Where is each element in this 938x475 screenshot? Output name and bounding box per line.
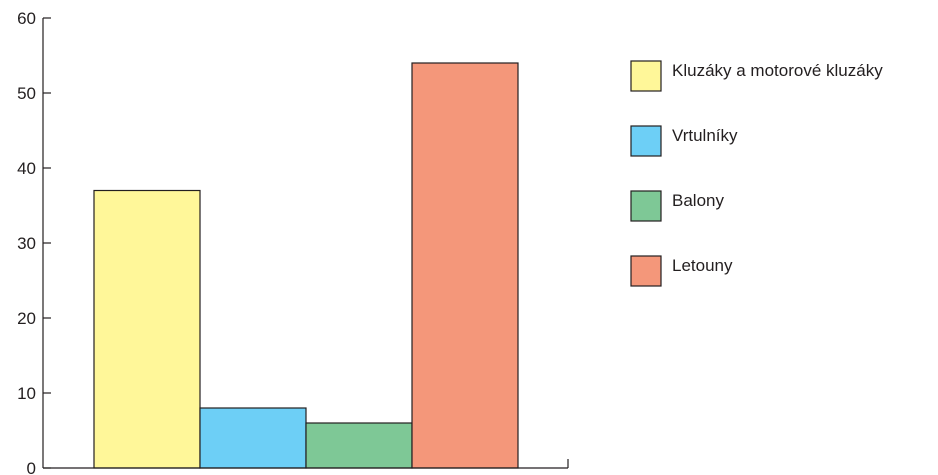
- legend-swatch-1: [630, 60, 662, 92]
- legend-label-1: Kluzáky a motorové kluzáky: [672, 61, 883, 80]
- legend-swatch-2: [630, 125, 662, 157]
- y-tick-label: 20: [17, 309, 36, 328]
- y-tick-label: 0: [27, 459, 36, 475]
- legend-swatch-3: [630, 190, 662, 222]
- legend-label-4: Letouny: [672, 256, 733, 275]
- bar-3: [305, 422, 413, 469]
- bar-2: [199, 407, 307, 469]
- y-tick-label: 60: [17, 9, 36, 28]
- y-tick-label: 40: [17, 159, 36, 178]
- bar-1: [93, 189, 201, 469]
- legend-label-2: Vrtulníky: [672, 126, 738, 145]
- legend: Kluzáky a motorové kluzáky Vrtulníky Balon…: [630, 60, 883, 287]
- legend-label-3: Balony: [672, 191, 724, 210]
- legend-swatch-4: [630, 255, 662, 287]
- y-axis: 0 10 20 30 40 50 60: [17, 9, 51, 475]
- y-tick-label: 50: [17, 84, 36, 103]
- plot-area: [93, 62, 519, 469]
- y-tick-label: 10: [17, 384, 36, 403]
- x-axis: [43, 459, 569, 469]
- y-tick-label: 30: [17, 234, 36, 253]
- bar-4: [411, 62, 519, 469]
